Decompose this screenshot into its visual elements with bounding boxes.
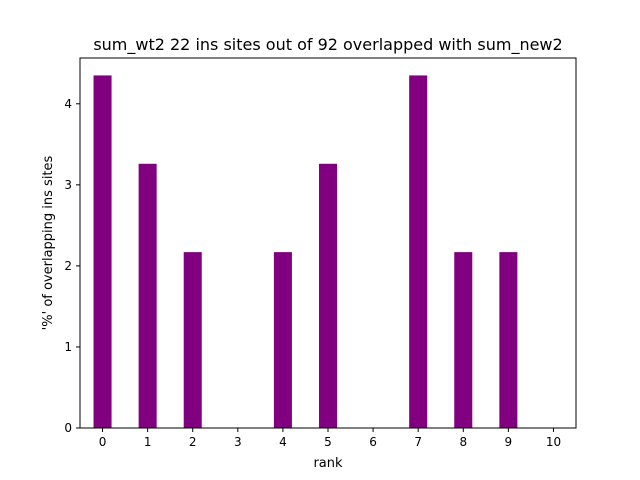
- x-tick-label: 2: [189, 435, 197, 449]
- x-tick-label: 1: [144, 435, 152, 449]
- y-tick-label: 1: [64, 340, 72, 354]
- x-tick-label: 0: [99, 435, 107, 449]
- y-axis-label: '%' of overlapping ins sites: [41, 155, 56, 330]
- bar-rank-7: [409, 75, 428, 428]
- x-tick-label: 10: [546, 435, 561, 449]
- y-tick-label: 0: [64, 421, 72, 435]
- y-axis-ticks: 0 1 2 3 4: [64, 97, 80, 435]
- bars: [93, 75, 518, 428]
- y-tick-label: 4: [64, 97, 72, 111]
- bar-rank-5: [318, 163, 338, 428]
- bar-rank-8: [454, 252, 473, 428]
- y-tick-label: 3: [64, 178, 72, 192]
- bar-rank-9: [499, 252, 518, 428]
- bar-rank-2: [183, 252, 202, 428]
- x-tick-label: 5: [324, 435, 332, 449]
- x-tick-label: 9: [505, 435, 513, 449]
- x-tick-label: 8: [459, 435, 467, 449]
- x-tick-label: 3: [234, 435, 242, 449]
- x-axis-label: rank: [313, 456, 343, 471]
- x-tick-label: 6: [369, 435, 377, 449]
- x-tick-label: 4: [279, 435, 287, 449]
- chart-title: sum_wt2 22 ins sites out of 92 overlappe…: [93, 35, 562, 55]
- x-axis-ticks: 0 1 2 3 4 5 6 7 8 9 10: [99, 428, 561, 449]
- y-tick-label: 2: [64, 259, 72, 273]
- bar-rank-1: [138, 163, 157, 428]
- bar-rank-4: [273, 252, 292, 428]
- x-tick-label: 7: [414, 435, 422, 449]
- bar-rank-0: [93, 75, 112, 428]
